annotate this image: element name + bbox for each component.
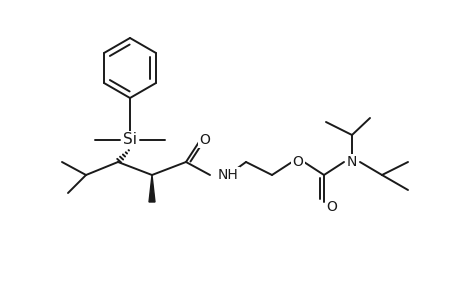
Text: NH: NH [218,168,238,182]
Text: Si: Si [123,133,137,148]
Polygon shape [149,175,155,202]
Text: N: N [346,155,356,169]
Text: O: O [326,200,337,214]
Text: O: O [292,155,303,169]
Text: O: O [199,133,210,147]
